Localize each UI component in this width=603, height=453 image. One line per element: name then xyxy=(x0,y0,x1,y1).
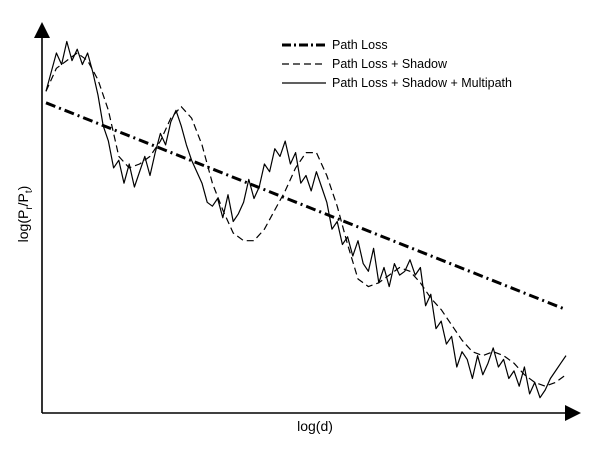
series-line-3 xyxy=(45,40,567,399)
y-axis-label-sub-t: t xyxy=(24,190,35,193)
y-axis-label-mid: /P xyxy=(15,193,31,206)
legend: Path Loss Path Loss + Shadow Path Loss +… xyxy=(282,38,512,90)
series-line-2 xyxy=(45,52,567,387)
x-axis-label: log(d) xyxy=(297,418,333,434)
y-axis-label-end: ) xyxy=(15,186,31,191)
legend-label-path-loss: Path Loss xyxy=(332,38,388,52)
legend-label-multipath: Path Loss + Shadow + Multipath xyxy=(332,76,512,90)
series-layer xyxy=(45,40,567,399)
y-axis-label-base: log(P xyxy=(15,210,31,243)
y-axis-label-sub-r: r xyxy=(24,206,35,210)
y-axis-label: log(Pr/Pt) xyxy=(15,186,35,243)
legend-label-shadow: Path Loss + Shadow xyxy=(332,57,448,71)
series-line-1 xyxy=(45,101,567,311)
